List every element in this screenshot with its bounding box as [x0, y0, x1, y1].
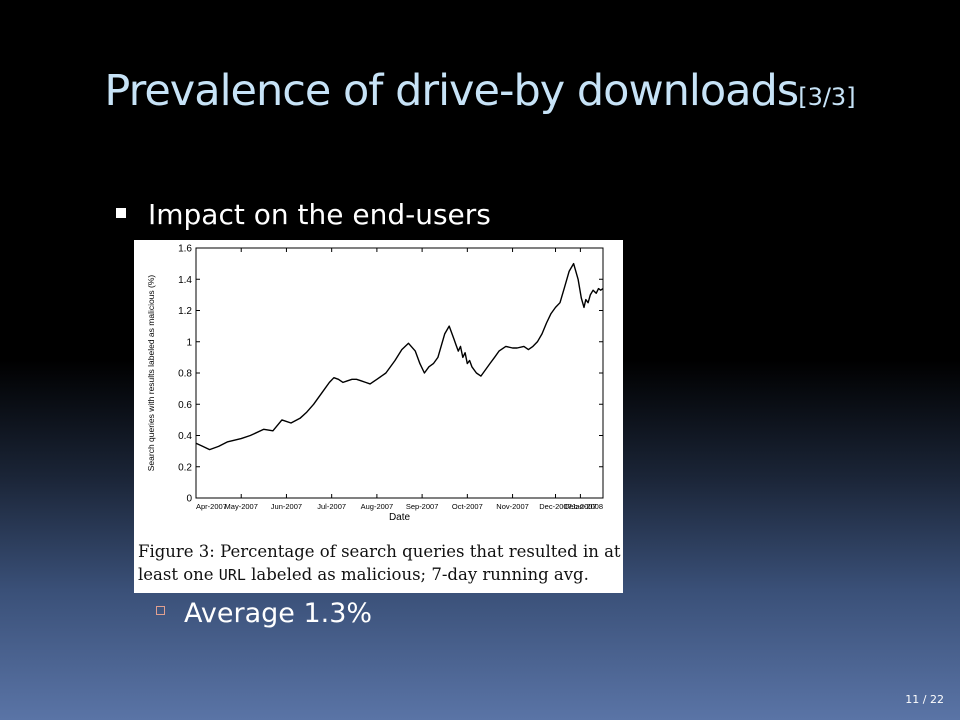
x-tick-label: Sep-2007: [406, 502, 439, 511]
x-tick-label: Aug-2007: [361, 502, 394, 511]
x-tick-label: Jan-2008: [572, 502, 603, 511]
y-tick-label: 1: [186, 337, 192, 348]
caption-text: Figure 3: Percentage of search queries t…: [138, 542, 621, 584]
slide-title-suffix: [3/3]: [798, 83, 856, 111]
hollow-square-bullet-icon: [156, 606, 165, 615]
y-axis-label: Search queries with results labeled as m…: [146, 275, 156, 472]
y-tick-label: 0.6: [178, 400, 192, 411]
caption-url: URL: [218, 566, 246, 584]
page-total: 22: [930, 693, 944, 706]
chart-figure: 0 0.2 0.4 0.6 0.8 1 1.2 1.4 1.6 Apr-2007 May-2007 J…: [134, 240, 623, 593]
square-bullet-icon: [116, 208, 126, 218]
y-tick-label: 1.6: [178, 244, 192, 255]
caption-text-end: labeled as malicious; 7-day running avg.: [245, 565, 589, 584]
x-tick-label: May-2007: [225, 502, 258, 511]
page-number: 11 / 22: [905, 693, 944, 706]
x-tick-label: Nov-2007: [496, 502, 529, 511]
x-tick-label: Apr-2007: [196, 502, 227, 511]
bullet-text: Impact on the end-users: [148, 198, 491, 231]
x-tick-label: Oct-2007: [452, 502, 483, 511]
slide-title: Prevalence of drive-by downloads[3/3]: [0, 66, 960, 116]
y-tick-label: 0.2: [178, 462, 192, 473]
bullet-item: Impact on the end-users: [116, 198, 491, 231]
x-tick-label: Jun-2007: [271, 502, 302, 511]
y-tick-label: 1.2: [178, 306, 192, 317]
y-tick-label: 0.8: [178, 369, 192, 380]
x-tick-label: Dec-2007: [539, 502, 572, 511]
series-line: [195, 262, 604, 451]
page-current: 11: [905, 693, 920, 706]
slide-title-text: Prevalence of drive-by downloads: [104, 66, 799, 116]
x-axis-label: Date: [389, 512, 411, 523]
y-tick-label: 0.4: [178, 431, 192, 442]
plot-frame: [195, 247, 604, 499]
y-tick-label: 0: [186, 494, 192, 505]
y-tick-label: 1.4: [178, 275, 192, 286]
page-separator: /: [922, 693, 927, 706]
figure-caption: Figure 3: Percentage of search queries t…: [138, 540, 622, 587]
x-tick-label: Dec-2007: [564, 502, 597, 511]
sub-bullet-item: Average 1.3%: [156, 598, 372, 629]
x-tick-label: Jul-2007: [317, 502, 346, 511]
sub-bullet-text: Average 1.3%: [184, 598, 373, 629]
